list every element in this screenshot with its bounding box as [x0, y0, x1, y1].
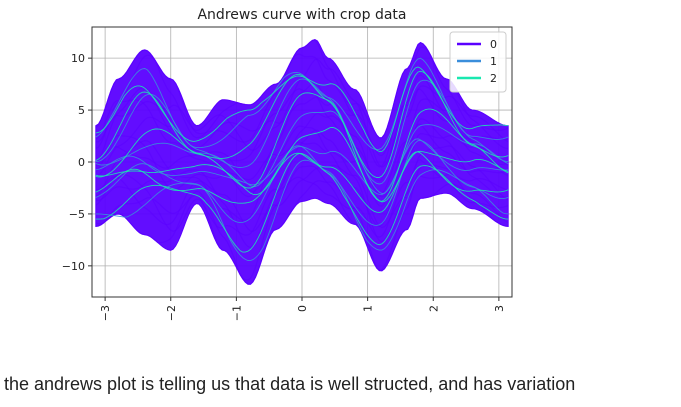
series-2-curve: [95, 70, 509, 178]
series-1-curve: [95, 138, 509, 196]
series-0-curve: [95, 164, 509, 233]
legend: 0 1 2: [449, 31, 507, 93]
y-tick-label: −5: [69, 208, 85, 221]
x-tick-label: −2: [165, 305, 178, 321]
series-0-curve: [95, 82, 509, 207]
x-tick-label: −3: [99, 305, 112, 321]
y-axis-ticks: −10 −5 0 5 10: [62, 52, 92, 273]
series-2-curve: [95, 153, 509, 253]
y-tick-label: 5: [78, 104, 85, 117]
series-0-curve: [95, 180, 509, 285]
x-tick-label: 2: [427, 305, 440, 312]
x-tick-label: 3: [493, 305, 506, 312]
chart-title: Andrews curve with crop data: [197, 7, 406, 23]
legend-label-0: 0: [490, 38, 497, 51]
x-axis-ticks: −3 −2 −1 0 1 2 3: [99, 297, 506, 321]
series-2-curve: [95, 126, 509, 203]
series-0-curve: [95, 74, 509, 182]
series-1-curve: [95, 78, 509, 185]
series-0-curve: [95, 164, 509, 281]
series-2-curve: [95, 151, 509, 213]
caption-text: the andrews plot is telling us that data…: [4, 374, 576, 394]
series-1-curve: [95, 57, 509, 151]
series-0-curve: [95, 41, 509, 139]
series-0-curve: [95, 39, 509, 168]
x-tick-label: 1: [362, 305, 375, 312]
series-0-curve: [95, 58, 509, 168]
series-0-curve: [95, 118, 509, 228]
legend-label-1: 1: [490, 55, 497, 68]
series-1-curve: [95, 110, 509, 194]
y-tick-label: 0: [78, 156, 85, 169]
y-tick-label: 10: [71, 52, 85, 65]
series-0-curve: [95, 112, 509, 198]
x-tick-label: −1: [230, 305, 243, 321]
series-0-curve: [95, 159, 509, 238]
series-0-curve: [95, 88, 509, 157]
series-1-curve: [95, 159, 509, 262]
series-2-curve: [95, 92, 509, 202]
y-tick-label: −10: [62, 260, 85, 273]
x-tick-label: 0: [296, 305, 309, 312]
andrews-curves: [95, 39, 509, 285]
series-2-curve: [95, 66, 509, 152]
legend-label-2: 2: [490, 72, 497, 85]
series-0-curve: [95, 123, 509, 195]
